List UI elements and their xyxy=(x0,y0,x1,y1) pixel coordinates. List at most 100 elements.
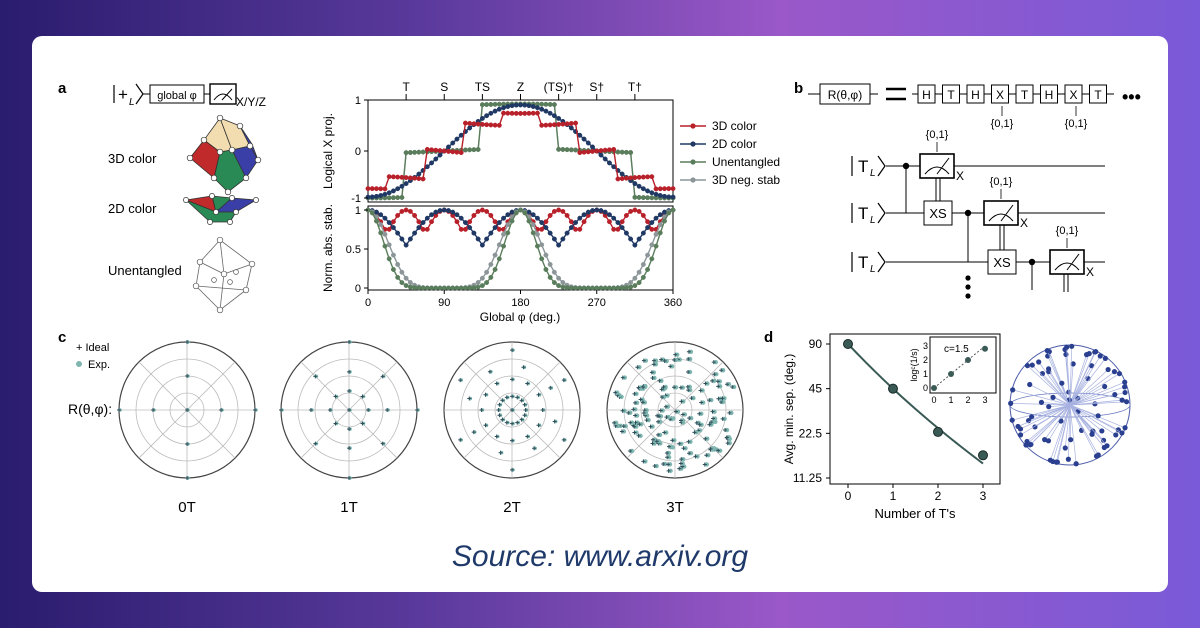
color-2d-point xyxy=(670,194,676,200)
meas-basis-label: X/Y/Z xyxy=(236,95,266,109)
color-3d-point xyxy=(653,186,659,192)
color-3d-stab-point xyxy=(551,208,557,214)
color-3d-point xyxy=(543,122,549,128)
color-3d-point xyxy=(564,121,570,127)
ket-plus-sub: L xyxy=(129,97,135,108)
color-3d-stab-point xyxy=(467,219,473,225)
top-tick-label: S† xyxy=(589,80,604,94)
unentangled-point xyxy=(386,195,392,201)
sphere-ray xyxy=(1012,404,1071,421)
polar-label: 2T xyxy=(503,499,521,516)
unentangled-point xyxy=(492,101,498,107)
color-3d-point xyxy=(602,147,608,153)
color-3d-point xyxy=(420,176,426,182)
color-3d-point xyxy=(632,175,638,181)
polar-ideal-point xyxy=(661,462,666,467)
unentangled-stab-point xyxy=(484,280,490,286)
sphere-point xyxy=(1115,427,1121,433)
color-2d-point xyxy=(454,136,460,142)
color-2d-point xyxy=(662,193,667,199)
sphere-ray xyxy=(1066,347,1071,406)
polar-ideal-point xyxy=(308,408,313,412)
color-2d-point xyxy=(645,188,651,194)
xtick-d: 2 xyxy=(935,489,942,503)
color-2d-stab-point xyxy=(598,208,604,213)
unentangled-point xyxy=(551,102,557,107)
color-3d-stab-point xyxy=(619,219,625,225)
seq-gate-label: T xyxy=(1094,88,1102,102)
color-3d-stab-point xyxy=(581,219,587,225)
polar-plot: 1T xyxy=(279,340,420,516)
color-2d-point xyxy=(530,104,536,109)
polar-plot: 3T xyxy=(606,341,744,516)
color-3d-stab-point xyxy=(573,226,579,232)
legend-a-item: Unentangled xyxy=(712,155,780,169)
sphere-point xyxy=(1089,431,1095,437)
polar-ideal-point xyxy=(360,421,365,426)
color-2d-stab-point xyxy=(573,220,579,225)
unentangled-point xyxy=(416,149,422,155)
color-2d-point xyxy=(585,140,591,146)
sphere-point xyxy=(1024,438,1030,445)
unentangled-stab-point xyxy=(560,284,566,290)
unentangled-stab-point xyxy=(403,283,409,289)
color-3d-stab-point xyxy=(568,219,574,225)
polar-ideal-point xyxy=(664,450,669,455)
polar-ideal-point xyxy=(327,408,332,412)
color-2d-stab-point xyxy=(446,208,451,213)
ket-t-sub: L xyxy=(870,168,876,179)
color-3d-stab-point xyxy=(475,208,481,214)
color-3d-point xyxy=(551,122,557,128)
color-3d-point xyxy=(390,174,396,180)
neg-stab-stab-point xyxy=(649,242,655,248)
sphere-point xyxy=(1050,394,1056,400)
label-2d-color: 2D color xyxy=(108,201,157,216)
color-2d-point xyxy=(619,171,625,177)
polar-ideal-point xyxy=(697,411,702,416)
color-3d-point xyxy=(547,122,553,128)
color-2d-stab-point xyxy=(488,230,494,236)
sphere-point xyxy=(1116,370,1123,377)
sphere-point xyxy=(1058,418,1064,424)
sep-point xyxy=(888,383,898,394)
unentangled-stab-point xyxy=(526,218,532,224)
polar-ideal-point xyxy=(479,408,484,412)
color-2d-point xyxy=(467,125,473,131)
neg-stab-stab-point xyxy=(657,222,663,228)
polar-ideal-point xyxy=(685,384,690,389)
color-3d-point xyxy=(534,110,540,116)
color-3d-point xyxy=(479,121,485,127)
color-3d-point xyxy=(526,110,532,116)
neg-stab-stab-point xyxy=(403,275,409,281)
sphere-ray xyxy=(1069,381,1125,406)
color-2d-stab-point xyxy=(429,212,434,218)
polar-ideal-point xyxy=(655,413,660,418)
polar-ideal-point xyxy=(665,455,670,460)
unentangled-point xyxy=(556,146,562,152)
inset-point xyxy=(982,345,988,352)
color-2d-point xyxy=(539,106,545,112)
seq-gate xyxy=(1015,84,1034,104)
color-3d-stab-point xyxy=(412,213,418,218)
color-3d-point xyxy=(386,174,392,180)
sphere-point xyxy=(1083,352,1090,358)
polar-ideal-point xyxy=(632,391,637,396)
panel-label-c: c xyxy=(58,329,66,346)
color-3d-point xyxy=(513,110,519,116)
color-3d-point xyxy=(437,148,443,154)
ket-t: T xyxy=(858,253,868,272)
color-2d-point xyxy=(636,183,642,189)
sphere-ray xyxy=(1069,351,1097,406)
neg-stab-stab-point xyxy=(488,261,494,267)
sphere-ray xyxy=(1064,404,1071,449)
unentangled-stab-point xyxy=(458,285,464,291)
polar-ideal-point xyxy=(504,395,509,400)
top-tick-label: Z xyxy=(517,80,524,94)
color-3d-point xyxy=(585,149,591,155)
color-3d-point xyxy=(462,120,468,126)
polar-ideal-point xyxy=(279,408,283,412)
color-2d-stab-point xyxy=(649,220,655,225)
sphere-point xyxy=(1095,413,1101,419)
unentangled-stab-point xyxy=(441,285,447,291)
color-2d-stab-point xyxy=(509,209,515,215)
